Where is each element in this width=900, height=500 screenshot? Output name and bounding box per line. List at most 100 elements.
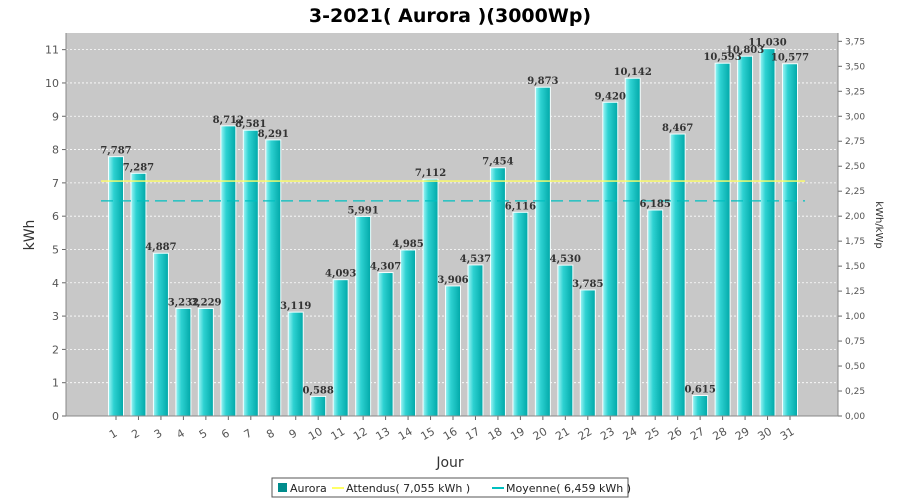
x-tick-label: 22 [576, 425, 595, 443]
x-tick-label: 16 [441, 425, 460, 443]
data-label: 6,116 [505, 201, 536, 212]
bar [310, 395, 327, 417]
bar [624, 77, 641, 417]
data-label: 10,803 [726, 45, 764, 56]
y-right-tick-label: 2,00 [845, 212, 865, 222]
y-right-tick-label: 2,50 [845, 162, 865, 172]
x-tick-label: 8 [264, 427, 277, 442]
x-tick-label: 2 [129, 427, 142, 442]
y-right-tick-label: 3,50 [845, 62, 865, 72]
x-tick-label: 30 [755, 425, 774, 443]
x-axis-label: Jour [435, 455, 464, 471]
bar [355, 215, 372, 417]
y-right-tick-label: 0,25 [845, 387, 865, 397]
bars [108, 48, 798, 417]
data-label: 7,787 [100, 146, 131, 157]
y-tick-label: 11 [45, 44, 59, 57]
bar [759, 48, 776, 417]
y-axis-right: 0,00 0,25 0,50 0,75 1,00 1,25 1,50 1,75 2,00 2,25… [837, 33, 865, 422]
legend-item-expected: Attendus( 7,055 kWh ) [346, 482, 470, 495]
legend-box [271, 477, 629, 498]
data-label: 4,093 [325, 269, 356, 280]
bar [400, 249, 417, 417]
y-right-tick-label: 0,00 [845, 412, 865, 422]
y-right-tick-label: 1,00 [845, 312, 865, 322]
bar [737, 55, 754, 417]
bar [692, 395, 709, 417]
y-right-tick-label: 0,50 [845, 362, 865, 372]
bar [108, 156, 124, 417]
bar [422, 178, 439, 417]
data-label: 10,577 [771, 53, 809, 64]
data-label: 4,530 [550, 254, 581, 265]
bar [714, 62, 731, 417]
bar [579, 289, 596, 417]
x-tick-label: 5 [197, 427, 210, 442]
y-axis-left: 0 1 2 3 4 5 6 7 8 9 10 11 [45, 33, 67, 423]
x-tick-label: 25 [643, 425, 662, 443]
y-tick-label: 5 [52, 243, 59, 256]
y-right-tick-label: 1,75 [845, 237, 865, 247]
y-right-tick-label: 2,75 [845, 137, 865, 147]
legend: Aurora Attendus( 7,055 kWh ) Moyenne( 6,45… [271, 477, 631, 498]
y-axis-right-label: kWh/kWp [873, 201, 884, 248]
bar [467, 264, 484, 417]
bar [242, 129, 259, 417]
bar [197, 307, 214, 417]
x-tick-label: 3 [152, 427, 165, 442]
x-tick-label: 21 [553, 425, 572, 443]
bar [152, 252, 169, 417]
bar [332, 279, 349, 417]
data-label: 4,307 [370, 262, 401, 273]
x-tick-label: 14 [396, 425, 415, 443]
y-right-tick-label: 3,75 [845, 37, 865, 47]
data-label: 5,991 [347, 205, 378, 216]
legend-item-aurora: Aurora [290, 482, 327, 495]
x-tick-label: 28 [711, 425, 730, 443]
bar [534, 86, 551, 417]
bar [647, 209, 664, 417]
data-label: 4,887 [145, 242, 176, 253]
y-tick-label: 1 [52, 377, 59, 390]
bar [512, 211, 529, 417]
data-label: 3,232 [168, 297, 199, 308]
x-tick-label: 19 [508, 425, 527, 443]
x-tick-label: 4 [174, 427, 187, 442]
bar [557, 264, 574, 417]
bar [669, 133, 686, 417]
x-tick-label: 7 [242, 427, 255, 442]
bar [602, 101, 619, 417]
bar [377, 272, 394, 417]
data-label: 8,581 [235, 119, 266, 130]
x-tick-label: 15 [418, 425, 437, 443]
y-tick-label: 10 [45, 77, 59, 90]
y-right-tick-label: 0,75 [845, 337, 865, 347]
data-label: 9,420 [595, 91, 626, 102]
bar [445, 285, 461, 417]
x-tick-label: 13 [374, 425, 393, 443]
x-tick-label: 27 [688, 425, 707, 443]
y-right-tick-label: 1,25 [845, 287, 865, 297]
y-axis-label: kWh [22, 220, 38, 251]
x-axis: 1 2 3 4 5 6 7 8 9 10 11 12 13 14 15 16 17 18 19 20 21 22 23 24 2… [66, 415, 838, 443]
data-label: 6,185 [640, 199, 671, 210]
data-label: 10,142 [614, 67, 652, 78]
data-label: 8,467 [662, 123, 693, 134]
y-tick-label: 8 [52, 144, 59, 157]
y-right-tick-label: 2,25 [845, 187, 865, 197]
data-label: 0,615 [684, 385, 715, 396]
y-right-tick-label: 1,50 [845, 262, 865, 272]
data-label: 10,593 [703, 52, 741, 63]
chart-title: 3-2021( Aurora )(3000Wp) [309, 5, 591, 27]
x-tick-label: 10 [306, 425, 325, 443]
data-label: 8,291 [258, 129, 289, 140]
data-label: 4,537 [460, 254, 491, 265]
bar [130, 172, 147, 417]
bar [489, 167, 506, 417]
y-tick-label: 2 [52, 343, 59, 356]
x-tick-label: 1 [107, 427, 120, 442]
x-tick-label: 23 [598, 425, 617, 443]
bar [175, 307, 192, 417]
